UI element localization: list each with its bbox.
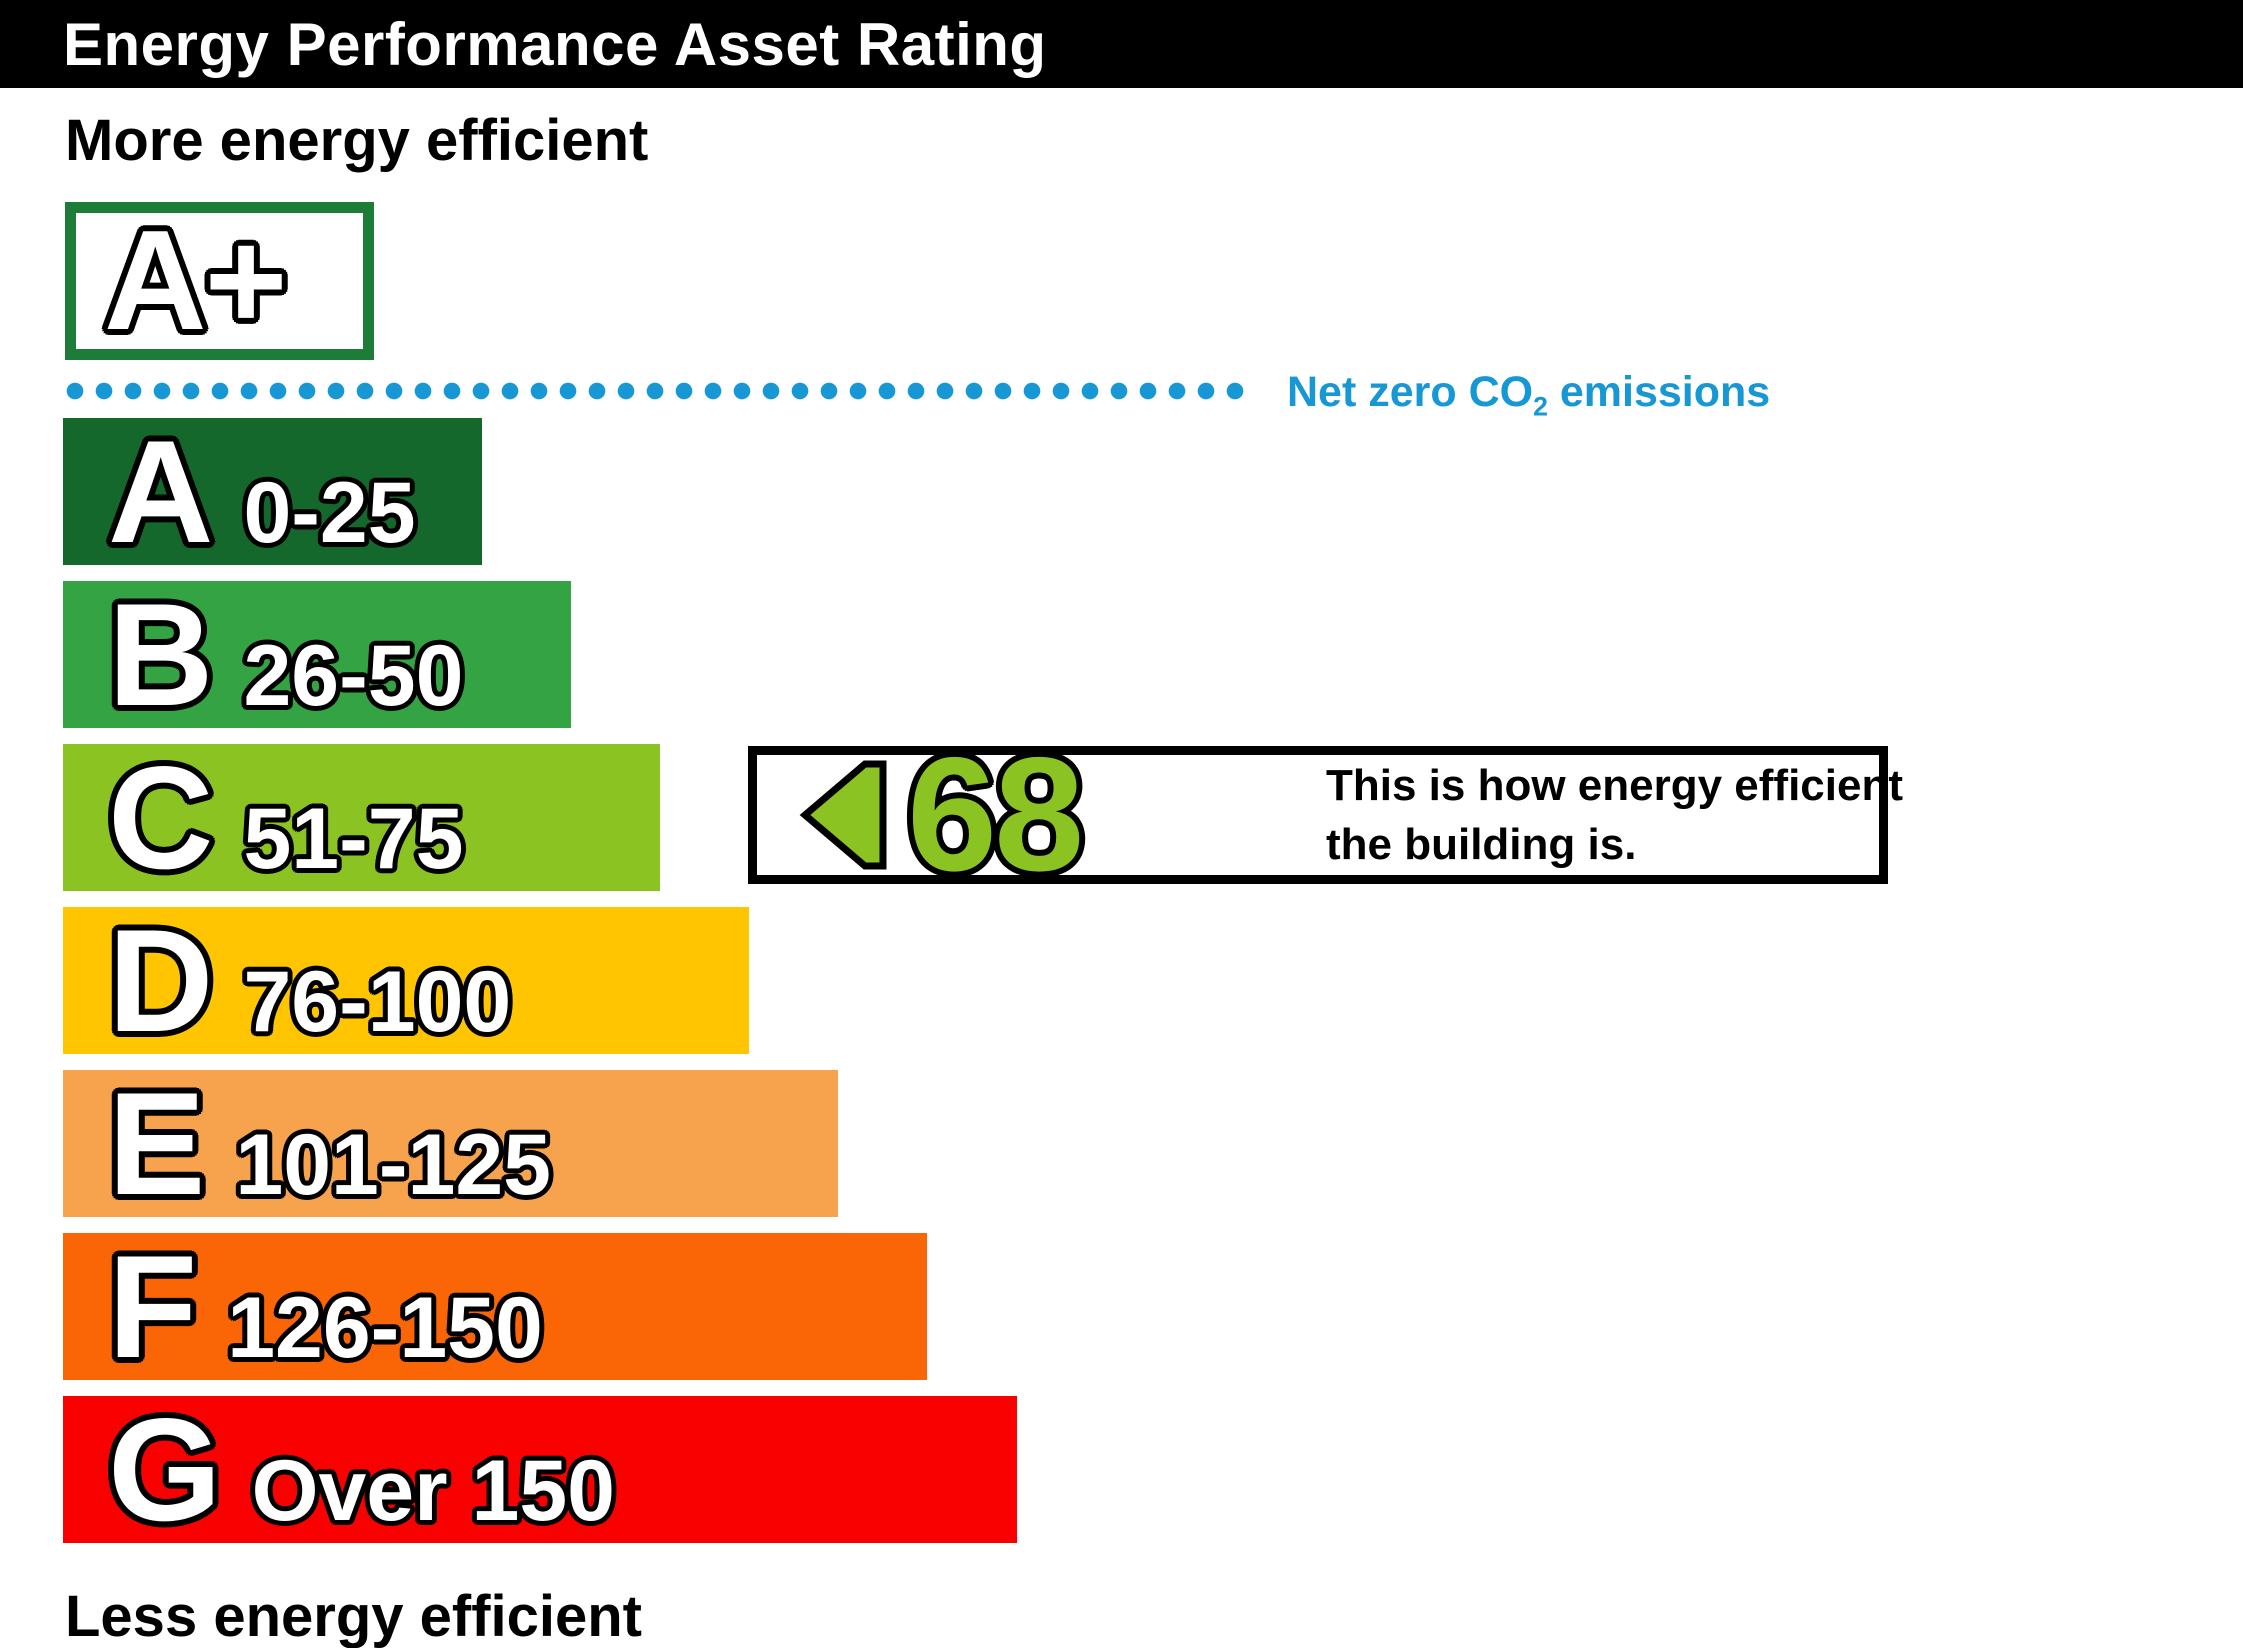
page-title: Energy Performance Asset Rating [63,10,1047,78]
band-e: E 101-125 [63,1070,838,1217]
band-f: F 126-150 [63,1233,927,1380]
band-g: G Over 150 [63,1396,1017,1543]
band-letter: C [108,736,214,899]
net-zero-label: Net zero CO2 emissions [1287,367,1771,420]
band-letter: D [108,899,214,1062]
band-range: Over 150 [251,1443,615,1539]
less-energy-efficient-label: Less energy efficient [65,1584,642,1648]
band-letter: G [108,1388,222,1551]
rating-indicator-box: 68 This is how energy efficient the buil… [748,734,1903,896]
band-letter: F [108,1225,198,1388]
band-range: 51-75 [243,791,464,887]
net-zero-label-subscript: 2 [1533,391,1548,422]
band-range: 76-100 [243,954,512,1050]
band-range: 101-125 [235,1117,552,1213]
rating-bands: A 0-25 B 26-50 C 51-75 D 76-100 E 101-125 F 126-150… [63,418,1017,1559]
band-a-plus-letter: A+ [104,201,287,360]
band-range: 126-150 [227,1280,543,1376]
band-a-plus: A+ [65,202,374,360]
band-d: D 76-100 [63,907,749,1054]
band-letter: B [108,573,214,736]
title-bar: Energy Performance Asset Rating [0,0,2243,88]
band-range: 0-25 [243,465,416,561]
rating-arrow-icon [799,759,887,871]
rating-description-line2: the building is. [1326,820,1637,869]
rating-description-line1: This is how energy efficient [1326,761,1904,810]
rating-description: This is how energy efficient the buildin… [1326,756,1903,874]
net-zero-label-pre: Net zero CO [1287,368,1534,416]
net-zero-dotted-line [66,382,1255,400]
band-letter: E [108,1062,206,1225]
band-range: 26-50 [243,628,464,724]
band-a: A 0-25 [63,418,482,565]
band-c: C 51-75 [63,744,660,891]
band-b: B 26-50 [63,581,571,728]
rating-value: 68 [907,724,1084,905]
net-zero-label-post: emissions [1547,368,1771,416]
band-letter: A [108,410,214,573]
more-energy-efficient-label: More energy efficient [65,108,649,173]
